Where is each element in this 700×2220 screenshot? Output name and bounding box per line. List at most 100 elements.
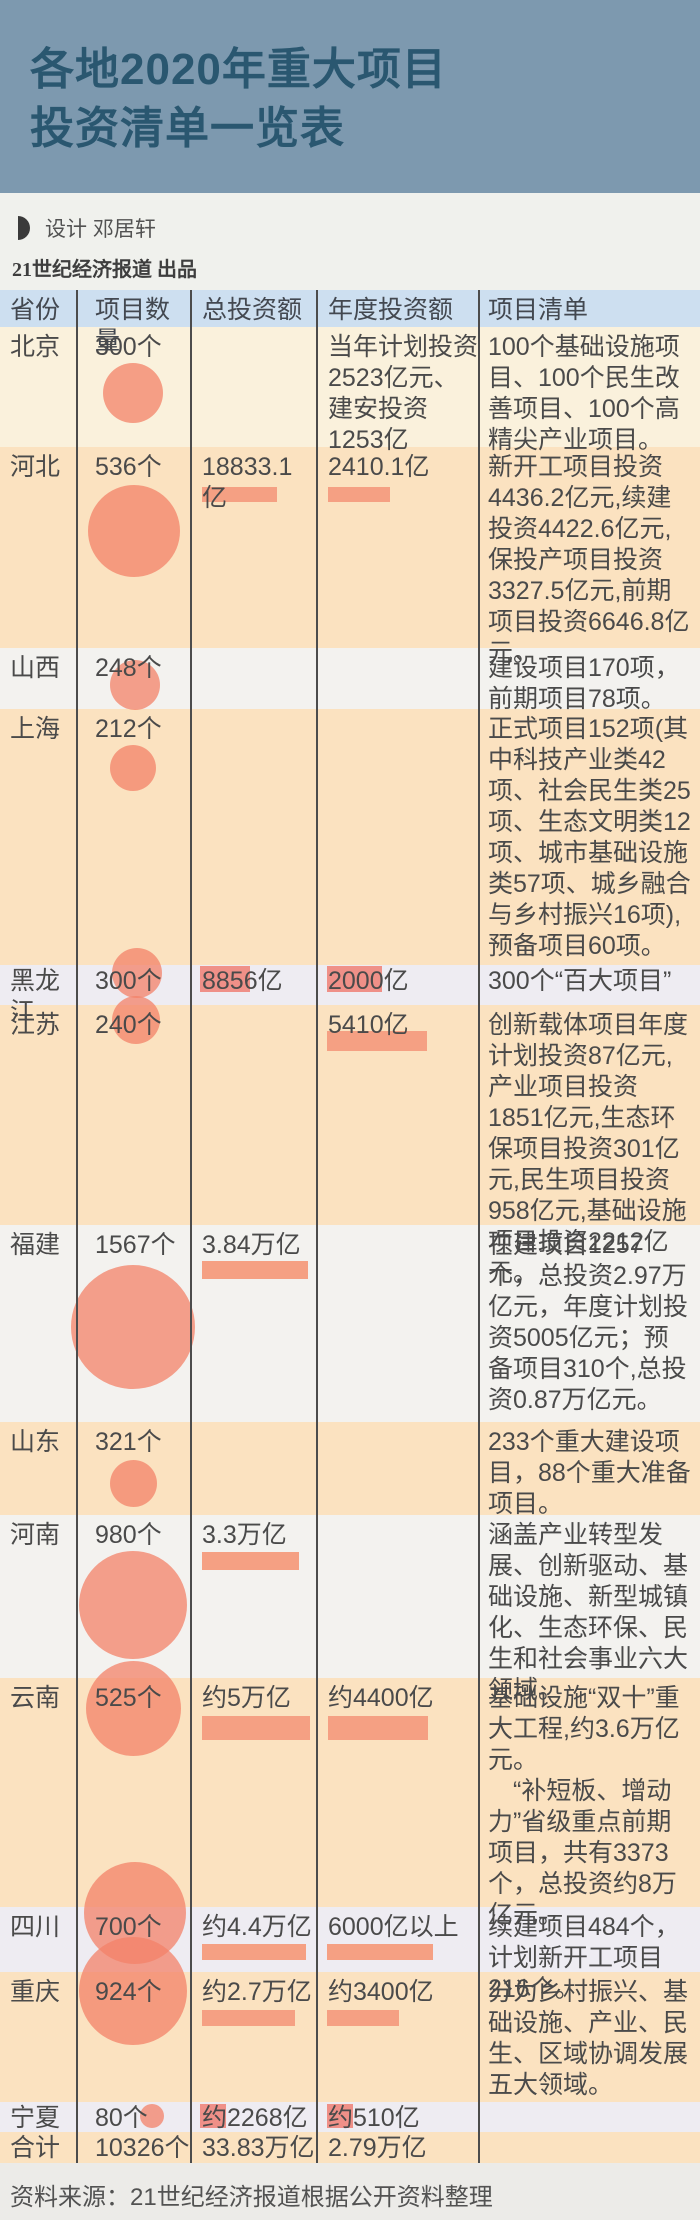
table-row-beijing: 北京 300个 当年计划投资2523亿元、建安投资1253亿 100个基础设施项… [0, 327, 700, 454]
cell-count: 80个 [95, 2104, 148, 2132]
cell-total: 约2268亿 [202, 2104, 308, 2132]
total-highlight-ningxia [200, 2104, 226, 2128]
cell-annual: 约510亿 [328, 2104, 420, 2132]
cell-annual [316, 648, 478, 709]
cell-list: 正式项目152项(其中科技产业类42项、社会民生类25项、生态文明类12项、城市… [488, 715, 691, 960]
count-bubble-henan [79, 1551, 187, 1659]
cell-list: 在建项目1257个，总投资2.97万亿元，年度计划投资5005亿元；预备项目31… [488, 1231, 689, 1414]
cell-total: 约5万亿 [202, 1684, 291, 1712]
cell-province: 四川 [10, 1913, 61, 1941]
count-bubble-shandong [110, 1460, 157, 1507]
credits-section: 设计 邓居轩 21世纪经济报道 出品 [0, 193, 700, 290]
table-row-jiangsu: 江苏 240个 5410亿 创新载体项目年度计划投资87亿元,产业项目投资185… [0, 1005, 700, 1287]
cell-total: 约2.7万亿 [202, 1978, 312, 2006]
cell-count: 300个 [95, 333, 162, 361]
cell-count: 700个 [95, 1913, 162, 1941]
count-bubble-fujian [71, 1265, 195, 1389]
cell-total: 约4.4万亿 [202, 1913, 312, 1941]
table-row-hebei: 河北 536个 18833.1亿 2410.1亿 新开工项目投资4436.2亿元… [0, 447, 700, 667]
total-bar-hebei [202, 487, 277, 502]
column-header-annual: 年度投资额 [328, 296, 454, 324]
cell-annual: 2.79万亿 [328, 2134, 427, 2162]
cell-annual: 6000亿以上 [328, 1913, 459, 1941]
count-bubble-heilongjiang [112, 948, 162, 998]
cell-total [190, 648, 316, 709]
cell-total: 33.83万亿 [202, 2134, 315, 2162]
table-row-ningxia: 宁夏 80个 约2268亿 约510亿 [0, 2102, 700, 2132]
column-separator [76, 290, 78, 2163]
cell-province: 合计 [10, 2134, 61, 2162]
cell-total: 3.3万亿 [202, 1521, 287, 1549]
count-bubble-shanghai [110, 745, 156, 791]
cell-count: 924个 [95, 1978, 162, 2006]
cell-annual: 当年计划投资2523亿元、建安投资1253亿 [328, 333, 479, 454]
cell-list: 新开工项目投资4436.2亿元,续建投资4422.6亿元,保投产项目投资3327… [488, 453, 690, 667]
table-row-shanghai: 上海 212个 正式项目152项(其中科技产业类42项、社会民生类25项、生态文… [0, 709, 700, 965]
cell-list: 涵盖产业转型发展、创新驱动、基础设施、新型城镇化、生态环保、民生和社会事业六大领… [488, 1521, 689, 1704]
cell-total [190, 1005, 316, 1225]
cell-list: 300个“百大项目” [488, 967, 672, 995]
cell-province: 黑龙江 [10, 967, 61, 1026]
cell-province: 河北 [10, 453, 61, 481]
table-row-sichuan: 四川 700个 约4.4万亿 6000亿以上 续建项目484个，计划新开工项目2… [0, 1907, 700, 2003]
half-circle-right-icon [18, 216, 30, 240]
cell-total: 18833.1亿 [202, 453, 293, 512]
count-bubble-chongqing [79, 1937, 187, 2045]
column-header-total: 总投资额 [202, 296, 303, 324]
cell-list: 分为乡村振兴、基础设施、产业、民生、区域协调发展五大领域。 [488, 1978, 689, 2099]
page-title: 各地2020年重大项目 投资清单一览表 [0, 0, 700, 158]
cell-count: 212个 [95, 715, 162, 743]
cell-total: 8856亿 [202, 967, 283, 995]
table-row-henan: 河南 980个 3.3万亿 涵盖产业转型发展、创新驱动、基础设施、新型城镇化、生… [0, 1515, 700, 1704]
cell-province: 上海 [10, 715, 61, 743]
cell-total: 3.84万亿 [202, 1231, 301, 1259]
column-separator [190, 290, 192, 2163]
cell-list [478, 2132, 700, 2163]
cell-annual [316, 1225, 478, 1422]
cell-total [190, 327, 316, 447]
table-header-row: 省份 项目数量 总投资额 年度投资额 项目清单 [0, 290, 700, 355]
footer-source: 资料来源：21世纪经济报道根据公开资料整理 [0, 2163, 700, 2220]
cell-count: 248个 [95, 654, 162, 682]
table-row-yunnan: 云南 525个 约5万亿 约4400亿 基础设施“双十”重大工程,约3.6万亿元… [0, 1678, 700, 1929]
total-bar-yunnan [202, 1716, 310, 1740]
cell-province: 重庆 [10, 1978, 61, 2006]
cell-list: 创新载体项目年度计划投资87亿元,产业项目投资1851亿元,生态环保项目投资30… [488, 1011, 689, 1287]
total-bar-fujian [202, 1261, 308, 1279]
page-title-line1: 各地2020年重大项目 [30, 45, 447, 94]
cell-total [190, 709, 316, 965]
annual-bar-yunnan [328, 1716, 428, 1740]
column-header-list: 项目清单 [488, 296, 589, 324]
cell-list: 基础设施“双十”重大工程,约3.6万亿元。 “补短板、增动力”省级重点前期项目，… [488, 1684, 680, 1929]
total-bar-chongqing [202, 2010, 295, 2026]
cell-list: 233个重大建设项目，88个重大准备项目。 [488, 1428, 691, 1518]
page-title-line2: 投资清单一览表 [30, 104, 345, 153]
investment-table: 省份 项目数量 总投资额 年度投资额 项目清单 北京 300个 当年计划投资25… [0, 290, 700, 2163]
cell-province: 宁夏 [10, 2104, 61, 2132]
total-bar-henan [202, 1552, 299, 1570]
count-bubble-hebei [88, 485, 180, 577]
cell-annual [316, 709, 478, 965]
annual-bar-jiangsu [327, 1031, 427, 1051]
column-separator [316, 290, 318, 2163]
table-row-shanxi: 山西 248个 建设项目170项，前期项目78项。 [0, 648, 700, 713]
cell-count: 240个 [95, 1011, 162, 1039]
count-bubble-yunnan [86, 1661, 181, 1756]
count-bubble-jiangsu [112, 996, 160, 1044]
design-credit-label: 设计 邓居轩 [45, 218, 156, 241]
column-header-count: 项目数量 [95, 296, 171, 355]
header-banner: 各地2020年重大项目 投资清单一览表 [0, 0, 700, 193]
cell-province: 河南 [10, 1521, 61, 1549]
cell-province: 福建 [10, 1231, 61, 1259]
cell-province: 山西 [10, 654, 61, 682]
producer-credit: 21世纪经济报道 出品 [12, 259, 197, 281]
cell-count: 980个 [95, 1521, 162, 1549]
table-row-total: 合计 10326个 33.83万亿 2.79万亿 [0, 2132, 700, 2163]
table-row-fujian: 福建 1567个 3.84万亿 在建项目1257个，总投资2.97万亿元，年度计… [0, 1225, 700, 1422]
design-credit: 设计 邓居轩 [18, 213, 156, 243]
cell-province: 山东 [10, 1428, 61, 1456]
cell-annual: 2410.1亿 [328, 453, 430, 481]
cell-total [190, 1422, 316, 1515]
count-bubble-shanxi [110, 660, 160, 710]
cell-annual: 约4400亿 [328, 1684, 434, 1712]
